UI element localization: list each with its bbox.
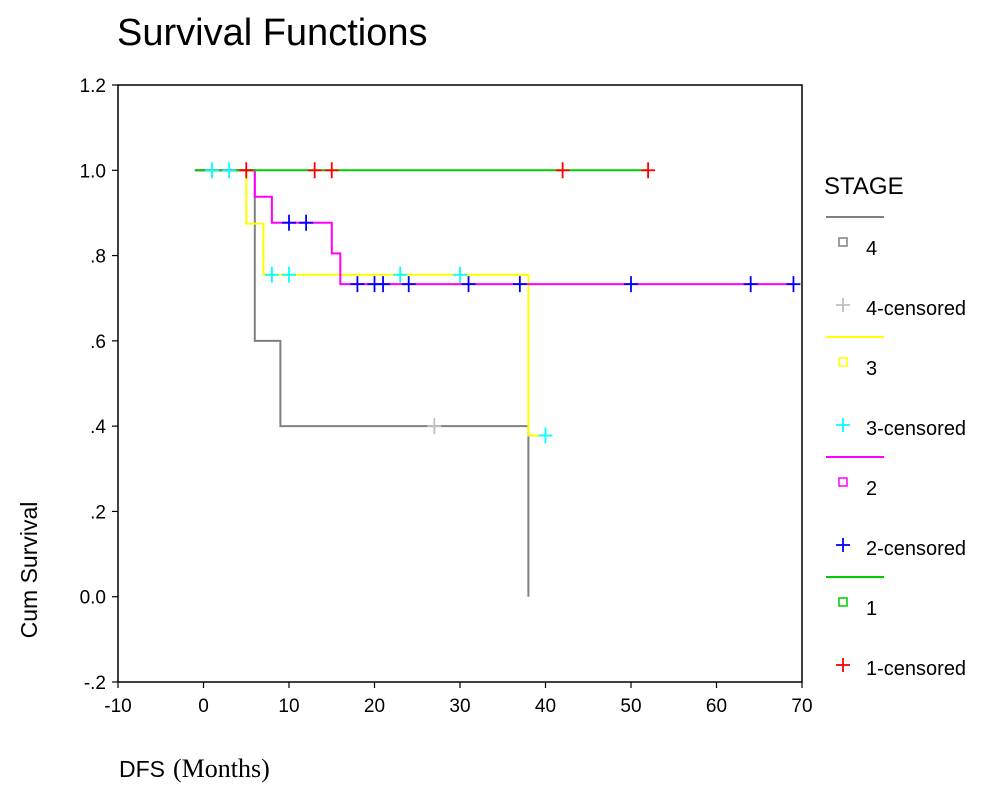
plot-frame bbox=[117, 84, 803, 683]
x-tick-label: 10 bbox=[278, 696, 299, 717]
legend-entry-censored: 2-censored bbox=[866, 538, 966, 560]
y-tick-label: 1.0 bbox=[80, 161, 106, 182]
censor-marker-stage-3 bbox=[453, 266, 467, 283]
series-layer bbox=[194, 162, 801, 597]
censor-marker-stage-2 bbox=[282, 214, 296, 231]
x-axis-label-main: DFS bbox=[119, 756, 165, 782]
x-tick-label: 0 bbox=[198, 696, 209, 717]
legend-entry-censored: 1-censored bbox=[866, 658, 966, 680]
censor-marker-stage-1 bbox=[324, 162, 339, 179]
y-tick-label: .4 bbox=[90, 417, 106, 438]
y-tick-label: .8 bbox=[90, 247, 106, 268]
censor-marker-stage-2 bbox=[786, 276, 801, 293]
legend-entry-stage: 4 bbox=[866, 238, 877, 260]
x-axis-label-unit: (Months) bbox=[173, 754, 270, 783]
x-tick-label: 40 bbox=[535, 696, 556, 717]
censor-marker-stage-3 bbox=[222, 162, 237, 179]
chart-title: Survival Functions bbox=[117, 12, 427, 54]
legend-square-icon bbox=[838, 357, 848, 367]
legend-plus-icon bbox=[836, 658, 850, 672]
censor-marker-stage-3 bbox=[205, 162, 220, 179]
legend-entry-censored: 4-censored bbox=[866, 298, 966, 320]
censor-marker-stage-2 bbox=[350, 276, 365, 293]
censor-marker-stage-2 bbox=[743, 276, 758, 293]
x-tick-label: 60 bbox=[706, 696, 727, 717]
y-tick-label: -.2 bbox=[84, 673, 106, 694]
censor-marker-stage-3 bbox=[282, 266, 296, 283]
censor-marker-stage-2 bbox=[512, 276, 527, 293]
legend-square-icon bbox=[838, 237, 848, 247]
x-axis-label: DFS (Months) bbox=[119, 754, 270, 783]
y-axis-label: Cum Survival bbox=[16, 502, 42, 639]
legend-entry-censored: 3-censored bbox=[866, 418, 966, 440]
legend-plus-icon bbox=[836, 298, 850, 312]
y-tick-label: 1.2 bbox=[80, 76, 106, 97]
censor-marker-stage-1 bbox=[555, 162, 570, 179]
censor-marker-stage-3 bbox=[393, 266, 408, 283]
x-tick-label: -10 bbox=[104, 696, 131, 717]
y-tick-label: .6 bbox=[90, 332, 106, 353]
legend-entry-stage: 3 bbox=[866, 358, 877, 380]
survival-line-stage-4 bbox=[194, 169, 530, 597]
survival-line-stage-2 bbox=[194, 169, 794, 286]
censor-marker-stage-2 bbox=[376, 276, 391, 293]
legend-entry-stage: 1 bbox=[866, 598, 877, 620]
y-tick-label: 0.0 bbox=[80, 588, 106, 609]
censor-marker-stage-1 bbox=[307, 162, 322, 179]
legend-plus-icon bbox=[836, 418, 850, 432]
legend: STAGE 4 4-censored 3 3-censored 2 2-censored 1… bbox=[824, 173, 966, 680]
censor-marker-stage-3 bbox=[538, 427, 553, 444]
censor-marker-stage-2 bbox=[461, 276, 476, 293]
legend-square-icon bbox=[838, 597, 848, 607]
censor-marker-stage-1 bbox=[239, 162, 254, 179]
x-tick-label: 50 bbox=[620, 696, 641, 717]
censor-marker-stage-2 bbox=[401, 276, 416, 293]
x-tick-label: 20 bbox=[364, 696, 385, 717]
legend-plus-icon bbox=[836, 538, 850, 552]
censor-marker-stage-4 bbox=[427, 418, 442, 435]
legend-entry-stage: 2 bbox=[866, 478, 877, 500]
legend-square-icon bbox=[838, 477, 848, 487]
survival-line-stage-3 bbox=[194, 169, 546, 437]
y-axis-ticks: -.2 0.0 .2 .4 .6 .8 1.0 1.2 bbox=[80, 76, 118, 694]
legend-title: STAGE bbox=[824, 173, 904, 200]
censor-marker-stage-2 bbox=[624, 276, 638, 293]
x-tick-label: 30 bbox=[449, 696, 470, 717]
censor-marker-stage-1 bbox=[641, 162, 656, 179]
censor-marker-stage-3 bbox=[264, 266, 279, 283]
y-tick-label: .2 bbox=[90, 502, 106, 523]
x-tick-label: 70 bbox=[791, 696, 812, 717]
x-axis-ticks: -10 0 10 20 30 40 50 60 70 bbox=[104, 682, 813, 717]
censor-marker-stage-2 bbox=[299, 214, 314, 231]
